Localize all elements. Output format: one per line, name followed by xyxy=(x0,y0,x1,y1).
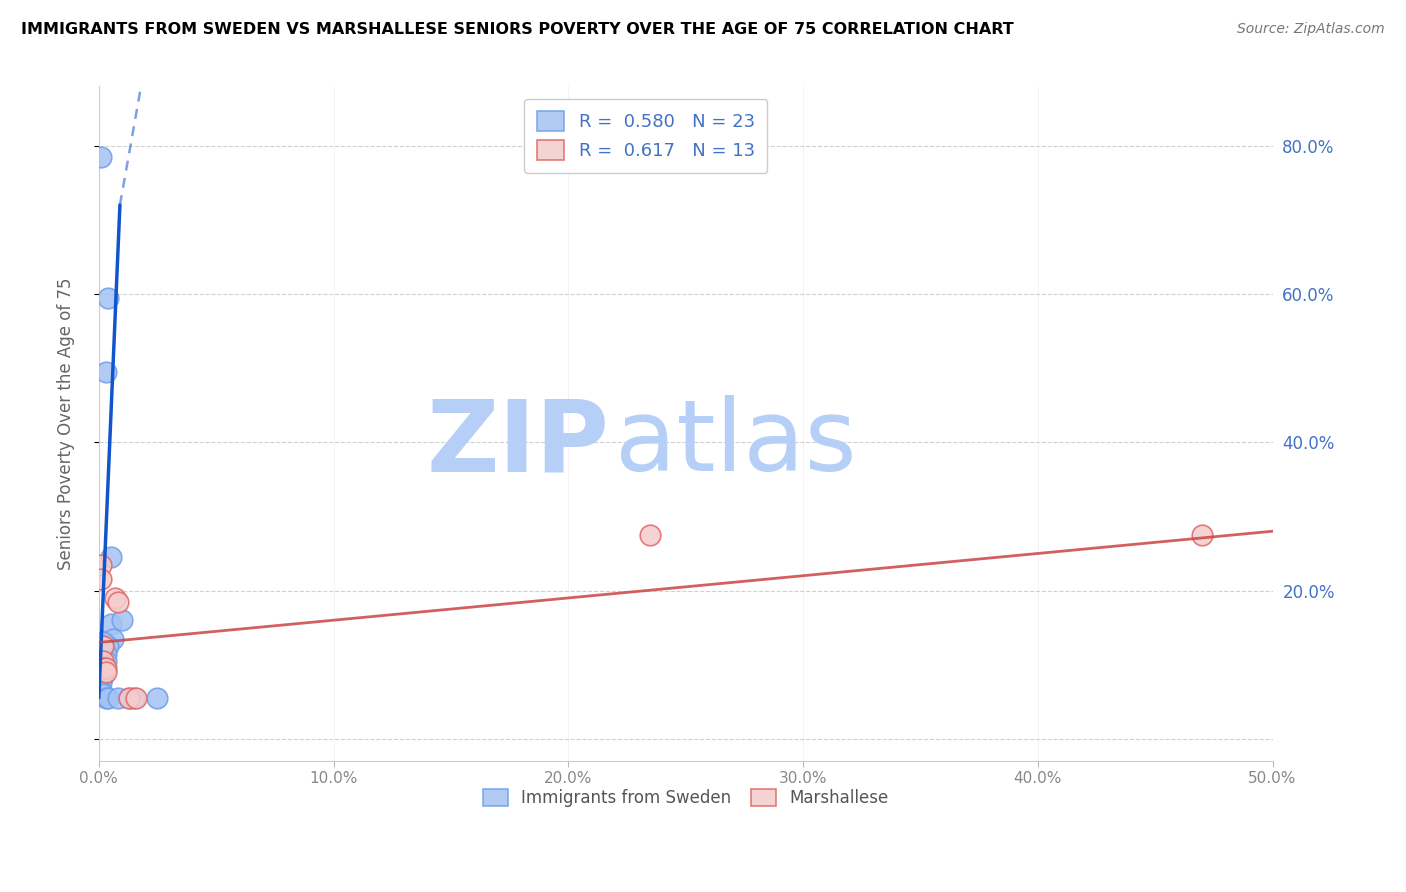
Point xyxy=(1191,528,1213,542)
Point xyxy=(640,528,662,542)
Point xyxy=(107,691,129,706)
Point xyxy=(146,691,169,706)
Point xyxy=(94,647,117,661)
Point xyxy=(94,665,117,679)
Point xyxy=(93,661,115,675)
Point xyxy=(93,635,115,649)
Text: ZIP: ZIP xyxy=(426,395,609,492)
Point xyxy=(122,691,145,706)
Point xyxy=(93,669,115,683)
Point xyxy=(111,613,134,627)
Point xyxy=(93,639,115,653)
Point xyxy=(125,691,148,706)
Legend: Immigrants from Sweden, Marshallese: Immigrants from Sweden, Marshallese xyxy=(477,782,896,814)
Point xyxy=(90,573,112,587)
Point xyxy=(90,150,112,164)
Point xyxy=(94,365,117,379)
Point xyxy=(90,558,112,572)
Point xyxy=(94,661,117,675)
Y-axis label: Seniors Poverty Over the Age of 75: Seniors Poverty Over the Age of 75 xyxy=(58,277,75,570)
Point xyxy=(90,683,112,698)
Point xyxy=(94,654,117,668)
Point xyxy=(97,691,120,706)
Text: IMMIGRANTS FROM SWEDEN VS MARSHALLESE SENIORS POVERTY OVER THE AGE OF 75 CORRELA: IMMIGRANTS FROM SWEDEN VS MARSHALLESE SE… xyxy=(21,22,1014,37)
Point xyxy=(97,639,120,653)
Point xyxy=(100,616,122,631)
Point xyxy=(97,291,120,305)
Point xyxy=(90,676,112,690)
Point xyxy=(118,691,141,706)
Point xyxy=(90,661,112,675)
Point xyxy=(107,595,129,609)
Point xyxy=(104,591,127,605)
Text: Source: ZipAtlas.com: Source: ZipAtlas.com xyxy=(1237,22,1385,37)
Point xyxy=(101,632,124,646)
Point xyxy=(93,687,115,701)
Point xyxy=(93,657,115,672)
Point xyxy=(94,691,117,706)
Point xyxy=(118,691,141,706)
Point xyxy=(100,550,122,565)
Point xyxy=(93,654,115,668)
Text: atlas: atlas xyxy=(616,395,856,492)
